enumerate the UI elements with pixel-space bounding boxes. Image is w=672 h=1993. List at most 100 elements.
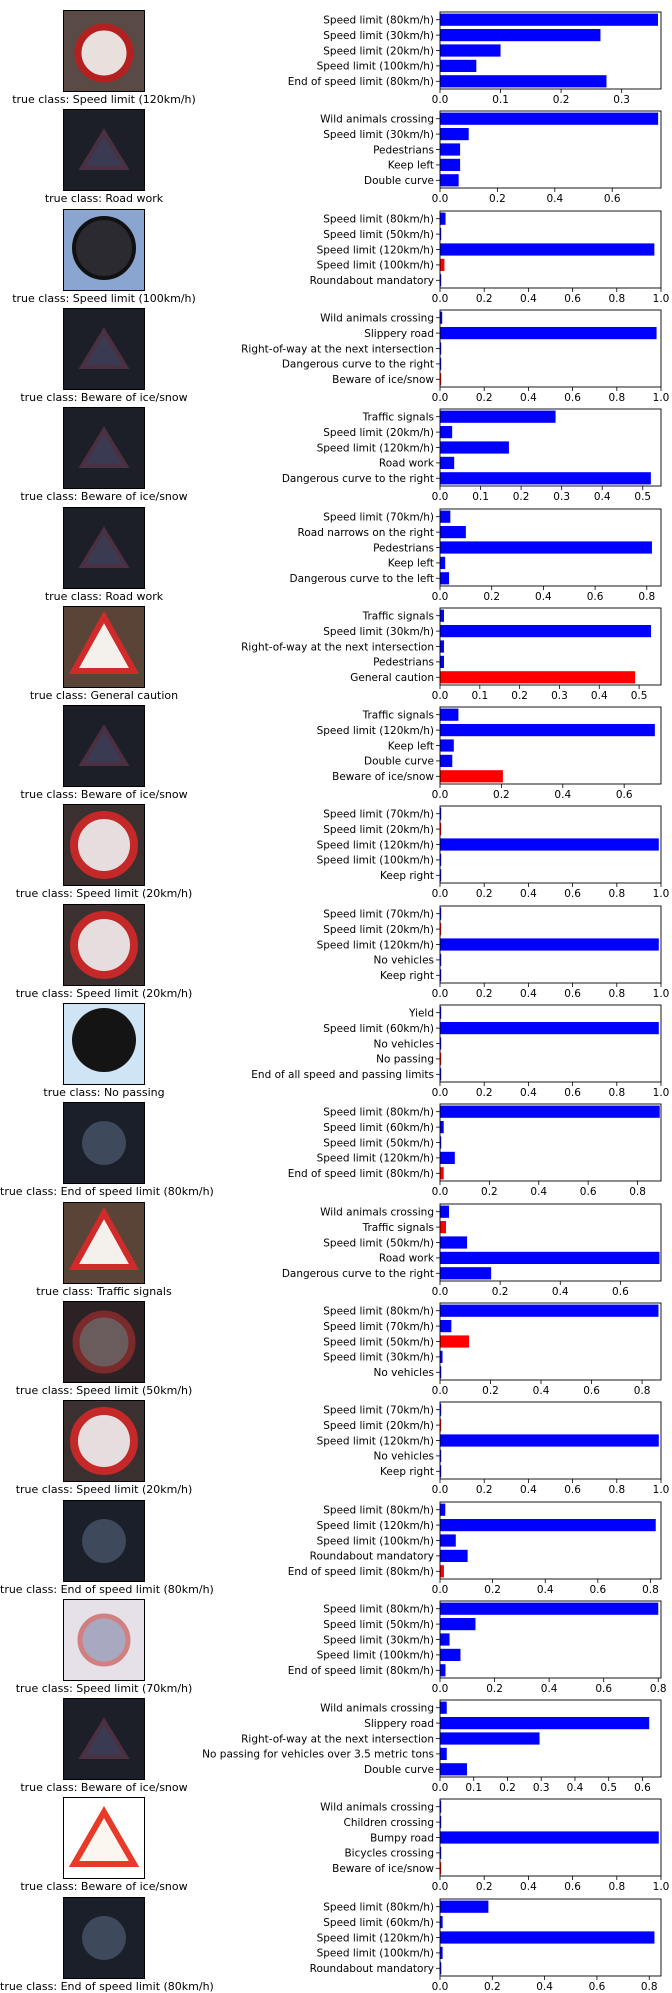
sign-thumbnail <box>63 1598 145 1681</box>
class-label: Speed limit (120km/h) <box>317 1519 434 1531</box>
axes-frame <box>439 11 662 90</box>
x-tick-label: 0.2 <box>489 193 506 205</box>
class-label: No passing <box>376 1054 434 1066</box>
class-label: Speed limit (120km/h) <box>317 244 434 256</box>
x-tick-label: 0.0 <box>432 690 449 702</box>
x-tick-label: 0.0 <box>432 293 449 305</box>
prediction-bar <box>440 472 651 485</box>
class-label: Dangerous curve to the right <box>282 1268 434 1280</box>
prediction-bar <box>440 273 442 286</box>
class-label: Speed limit (120km/h) <box>317 840 434 852</box>
prediction-bar <box>440 1319 452 1333</box>
class-label: End of speed limit (80km/h) <box>288 76 434 88</box>
axes-frame <box>439 706 662 785</box>
x-tick-label: 0.0 <box>432 193 449 205</box>
prediction-bar <box>440 724 655 737</box>
prediction-bar <box>440 174 459 187</box>
prediction-bar <box>440 242 655 256</box>
x-tick-label: 0.2 <box>481 1186 498 1198</box>
class-label: Wild animals crossing <box>320 114 434 126</box>
x-tick-label: 0.3 <box>551 690 568 702</box>
x-tick-label: 0.2 <box>476 888 493 900</box>
prediction-row: true class: Road work Speed limit (70km/h… <box>0 497 672 603</box>
prediction-bar <box>440 441 509 454</box>
class-label: Speed limit (50km/h) <box>323 228 434 240</box>
class-label: Speed limit (120km/h) <box>317 1932 434 1944</box>
class-label: Speed limit (30km/h) <box>323 1634 434 1646</box>
probability-bar-chart: Speed limit (70km/h) Speed limit (20km/h)… <box>317 905 669 1000</box>
x-tick-label: 0.4 <box>520 1881 537 1893</box>
x-tick-label: 0.4 <box>535 591 552 603</box>
prediction-bar <box>440 227 442 240</box>
x-tick-label: 0.8 <box>608 888 625 900</box>
axes-frame <box>439 1798 662 1877</box>
x-tick-label: 0.6 <box>564 293 581 305</box>
x-tick-label: 0.8 <box>608 1881 625 1893</box>
probability-bar-chart: Speed limit (80km/h) Speed limit (60km/h)… <box>310 1898 662 1993</box>
prediction-bar <box>440 1831 659 1844</box>
class-label: Slippery road <box>364 1718 434 1730</box>
x-tick-label: 0.6 <box>564 1484 581 1496</box>
prediction-bar <box>440 1121 444 1134</box>
class-label: Pedestrians <box>373 145 434 157</box>
class-label: Speed limit (20km/h) <box>323 427 434 439</box>
prediction-bar <box>440 1732 540 1745</box>
true-class-label: true class: Speed limit (100km/h) <box>12 291 196 305</box>
x-tick-label: 0.2 <box>486 1683 503 1695</box>
x-tick-label: 0.4 <box>533 1385 550 1397</box>
prediction-bar <box>440 1549 468 1562</box>
x-tick-label: 0.2 <box>482 1385 499 1397</box>
x-tick-label: 0.6 <box>604 193 621 205</box>
class-label: Pedestrians <box>373 656 434 668</box>
axes-frame <box>439 1501 662 1579</box>
axes-frame <box>439 110 662 189</box>
class-label: Speed limit (120km/h) <box>317 725 434 737</box>
class-label: Speed limit (80km/h) <box>323 1504 434 1516</box>
sign-thumbnail <box>63 1896 145 1979</box>
x-tick-label: 0.2 <box>476 1484 493 1496</box>
class-label: Speed limit (100km/h) <box>317 855 434 867</box>
prediction-bar <box>440 869 442 882</box>
prediction-bar <box>440 29 601 42</box>
x-tick-label: 0.4 <box>520 888 537 900</box>
probability-bar-chart: Speed limit (80km/h) Speed limit (30km/h)… <box>288 11 662 106</box>
class-label: Speed limit (80km/h) <box>323 1107 434 1119</box>
x-tick-label: 0.0 <box>432 392 449 404</box>
prediction-bar <box>440 807 442 821</box>
x-tick-label: 0.8 <box>650 1683 667 1695</box>
true-class-label: true class: Traffic signals <box>36 1284 172 1298</box>
x-tick-label: 0.2 <box>511 690 528 702</box>
prediction-bar <box>440 456 455 470</box>
x-tick-label: 0.0 <box>432 1782 449 1794</box>
x-tick-label: 0.6 <box>564 1881 581 1893</box>
x-tick-label: 0.0 <box>432 888 449 900</box>
prediction-bar <box>440 1961 442 1975</box>
prediction-row: true class: Road work Wild animals crossi… <box>0 99 672 205</box>
prediction-bar <box>440 143 461 156</box>
x-tick-label: 0.0 <box>432 491 449 503</box>
probability-bar-chart: Traffic signals Speed limit (30km/h) Right… <box>241 607 662 702</box>
x-tick-label: 0.8 <box>629 1186 646 1198</box>
prediction-bar <box>440 1763 467 1776</box>
x-tick-label: 1.0 <box>653 1087 670 1099</box>
prediction-row: true class: Speed limit (100km/h) Speed l… <box>0 199 672 305</box>
x-tick-label: 0.4 <box>546 193 563 205</box>
class-label: Speed limit (100km/h) <box>317 1535 434 1547</box>
prediction-bar <box>440 13 658 26</box>
prediction-bar <box>440 1915 443 1928</box>
x-tick-label: 0.4 <box>552 1286 569 1298</box>
prediction-bar <box>440 1617 476 1630</box>
prediction-bar <box>440 922 442 935</box>
x-tick-label: 0.2 <box>476 1087 493 1099</box>
prediction-bar <box>440 854 442 867</box>
prediction-bar <box>440 326 657 340</box>
probability-bar-chart: Speed limit (70km/h) Speed limit (20km/h)… <box>317 805 669 900</box>
class-label: Slippery road <box>364 328 434 340</box>
class-label: Roundabout mandatory <box>310 1550 434 1562</box>
x-tick-label: 0.0 <box>432 1881 449 1893</box>
x-tick-label: 0.6 <box>634 1782 651 1794</box>
prediction-bar <box>440 342 442 355</box>
x-tick-label: 0.4 <box>594 491 611 503</box>
prediction-bar <box>440 640 444 653</box>
x-tick-label: 0.3 <box>613 94 630 106</box>
